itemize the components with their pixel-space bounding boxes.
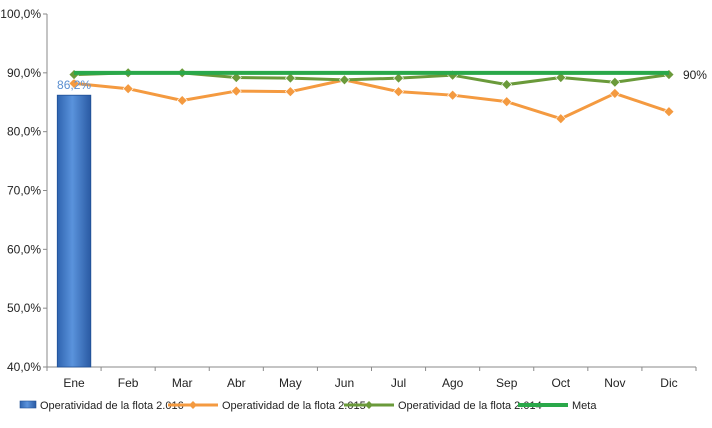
- legend: Operatividad de la flota 2.016 Operativid…: [19, 400, 597, 412]
- y-tick-label: 40,0%: [7, 360, 41, 374]
- x-tick-label: Ago: [442, 376, 464, 390]
- y-tick-label: 90,0%: [7, 66, 41, 80]
- series-point-1: [230, 85, 242, 97]
- legend-marker: [189, 401, 197, 409]
- legend-label: Operatividad de la flota 2.016: [40, 400, 184, 412]
- x-tick-label: Feb: [118, 376, 139, 390]
- x-tick-label: May: [279, 376, 302, 390]
- series-point-2: [339, 74, 350, 86]
- legend-label: Meta: [572, 400, 597, 412]
- bar: [56, 94, 92, 368]
- series-point-1: [122, 83, 134, 95]
- series-point-1: [68, 77, 80, 89]
- legend-marker: [365, 401, 373, 409]
- x-tick-label: Ene: [63, 376, 85, 390]
- x-tick-label: Sep: [496, 376, 518, 390]
- x-tick-label: Dic: [660, 376, 677, 390]
- x-tick-label: Oct: [551, 376, 570, 390]
- series-point-1: [501, 96, 513, 108]
- x-tick-label: Mar: [172, 376, 193, 390]
- data-label: 86,2%: [57, 78, 91, 92]
- series-point-1: [609, 88, 621, 99]
- bar-series: [56, 94, 92, 368]
- line-series: [68, 67, 675, 125]
- series-point-2: [609, 76, 621, 88]
- x-tick-label: Jul: [391, 376, 406, 390]
- series-point-2: [393, 72, 404, 84]
- x-axis: Ene Feb Mar Abr May Jun Jul Ago Sep Oct Nov Dic: [46, 366, 697, 390]
- y-tick-label: 100,0%: [0, 7, 41, 21]
- legend-label: Operatividad de la flota 2.015: [222, 400, 366, 412]
- series-point-1: [663, 106, 675, 118]
- y-axis: 40,0% 50,0% 60,0% 70,0% 80,0% 90,0% 100,0%: [0, 7, 48, 374]
- series-point-1: [447, 89, 459, 101]
- series-point-2: [284, 72, 296, 84]
- series-point-1: [393, 86, 404, 98]
- x-tick-label: Nov: [604, 376, 625, 390]
- series-point-1: [555, 113, 567, 125]
- y-tick-label: 80,0%: [7, 125, 41, 139]
- series-line-1: [73, 78, 670, 121]
- series-point-1: [176, 95, 188, 106]
- data-labels: 86,2% 90%: [57, 68, 707, 92]
- series-point-1: [284, 86, 296, 98]
- legend-label: Operatividad de la flota 2.014: [398, 400, 542, 412]
- y-tick-label: 50,0%: [7, 301, 41, 315]
- series-point-2: [555, 72, 567, 83]
- y-tick-label: 60,0%: [7, 242, 41, 256]
- data-label: 90%: [683, 68, 707, 82]
- series-point-2: [230, 72, 242, 83]
- legend-swatch: [19, 400, 37, 409]
- series-point-2: [501, 79, 513, 91]
- x-tick-label: Jun: [335, 376, 354, 390]
- y-tick-label: 70,0%: [7, 184, 41, 198]
- x-tick-label: Abr: [227, 376, 246, 390]
